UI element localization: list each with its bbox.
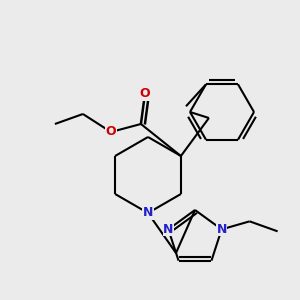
Text: N: N (163, 223, 174, 236)
Text: N: N (216, 223, 227, 236)
Text: O: O (106, 125, 116, 139)
Text: O: O (140, 88, 150, 100)
Text: N: N (143, 206, 153, 220)
